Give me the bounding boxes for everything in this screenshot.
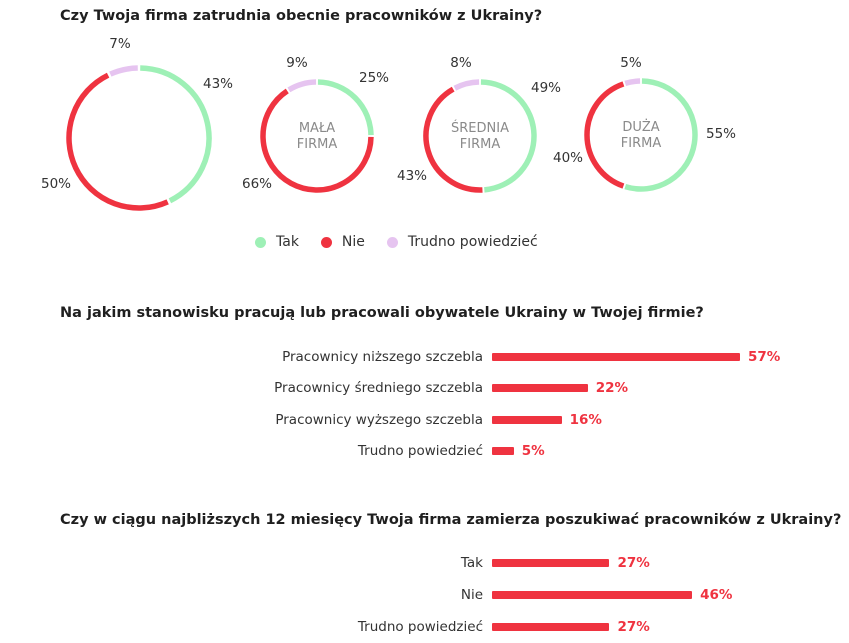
positions-category-label: Pracownicy niższego szczebla [282, 349, 483, 365]
donut-2-label-trudno: 9% [286, 55, 308, 71]
donut-1-label-trudno: 7% [109, 36, 131, 52]
chart2-title: Na jakim stanowisku pracują lub pracowal… [60, 305, 704, 321]
plans-bar [492, 623, 610, 631]
donut-4-label-trudno: 5% [620, 55, 642, 71]
positions-bar [492, 353, 740, 361]
donut-2-segment-trudno [287, 79, 317, 93]
legend-trudno-label: Trudno powiedzieć [407, 234, 538, 250]
donut-3-label-tak: 49% [531, 80, 561, 96]
legend-nie-label: Nie [341, 234, 365, 250]
positions-value-label: 5% [521, 443, 545, 459]
legend-trudno-marker [386, 236, 398, 248]
legend-tak-marker [255, 236, 266, 248]
donut-4-center-label-line-2: FIRMA [621, 136, 662, 151]
positions-value-label: 22% [595, 380, 629, 396]
positions-category-label: Pracownicy średniego szczebla [274, 380, 483, 396]
positions-value-label: 16% [569, 412, 602, 428]
donut-3-label-trudno: 8% [450, 55, 472, 71]
legend-item-trudno: Trudno powiedzieć [386, 234, 538, 250]
donut-2-label-nie: 66% [242, 176, 272, 192]
legend-item-tak: Tak [255, 234, 299, 250]
chart3-title: Czy w ciągu najbliższych 12 miesięcy Two… [60, 512, 842, 528]
chart1-title: Czy Twoja firma zatrudnia obecnie pracow… [60, 8, 543, 24]
legend-tak-label: Tak [276, 234, 299, 250]
donut-4-center-label-line-1: DUŻA [622, 119, 659, 135]
positions-value-label: 57% [747, 349, 781, 365]
plans-value-label: 27% [617, 555, 650, 571]
donut-charts: 43%50%7%25%66%9%MAŁAFIRMA49%43%8%ŚREDNIA… [41, 36, 736, 211]
plans-category-label: Trudno powiedzieć [357, 619, 483, 635]
donut-2-segment-nie [260, 88, 374, 193]
donut-2-center-label-line-1: MAŁA [299, 121, 335, 136]
plans-bar [492, 559, 610, 567]
donut-1-label-nie: 50% [41, 176, 71, 192]
donut-1-segment-nie [66, 72, 169, 211]
donut-3-segment-nie [423, 86, 483, 193]
donut-2-segment-tak [317, 79, 374, 136]
donut-3-center-label-line-2: FIRMA [460, 137, 501, 152]
positions-bar [492, 447, 514, 455]
donut-2-label-tak: 25% [359, 70, 389, 86]
donut-4-segment-nie [584, 81, 625, 189]
legend-nie-marker [320, 236, 332, 248]
positions-bar [492, 416, 562, 424]
plans-value-label: 46% [700, 587, 733, 603]
donut-1-segment-trudno [109, 65, 138, 77]
legend-item-nie: Nie [320, 234, 365, 250]
donut-1-label-tak: 43% [203, 76, 233, 92]
donut-2-center-label-line-2: FIRMA [297, 137, 338, 152]
donut-4-segment-trudno [624, 78, 641, 87]
donut-3-segment-tak [480, 79, 537, 193]
positions-category-label: Trudno powiedzieć [357, 443, 483, 459]
positions-category-label: Pracownicy wyższego szczebla [275, 412, 483, 428]
donut-4-segment-tak [624, 78, 698, 192]
donut-3-center-label-line-1: ŚREDNIA [451, 120, 509, 136]
donut-3-segment-trudno [453, 79, 480, 91]
plans-bar [492, 591, 693, 599]
donut-1-segment-tak [140, 65, 212, 204]
donut-3-label-nie: 43% [397, 168, 427, 184]
plans-category-label: Tak [460, 555, 483, 571]
plans-category-label: Nie [460, 587, 483, 603]
donut-4-label-tak: 55% [706, 126, 736, 142]
legend: Tak Nie Trudno powiedzieć [255, 234, 560, 250]
positions-bar [492, 384, 588, 392]
plans-value-label: 27% [617, 619, 650, 635]
donut-4-label-nie: 40% [553, 150, 583, 166]
